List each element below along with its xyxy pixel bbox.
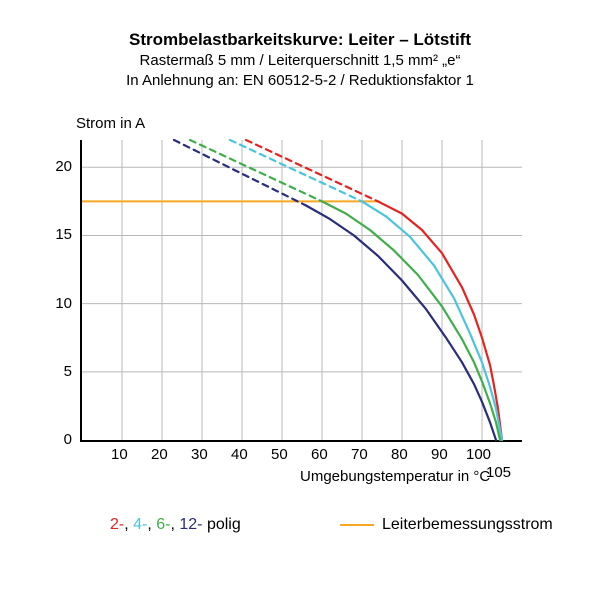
chart-svg [82, 140, 522, 440]
y-tick-label: 20 [55, 158, 72, 175]
x-tick-label: 70 [351, 446, 368, 463]
derating-chart-page: Strombelastbarkeitskurve: Leiter – Lötst… [0, 0, 600, 600]
y-tick-label: 0 [64, 431, 72, 448]
legend-pole-2: 2- [110, 516, 124, 533]
x-tick-label: 100 [466, 446, 491, 463]
legend-poles: 2-, 4-, 6-, 12- polig [110, 516, 241, 534]
x-tick-label: 30 [191, 446, 208, 463]
x-tick-label: 60 [311, 446, 328, 463]
x-tick-label: 10 [111, 446, 128, 463]
x-axis-label: Umgebungstemperatur in °C [300, 468, 490, 485]
legend-rated-label: Leiterbemessungsstrom [382, 516, 553, 534]
legend-pole-4: 4- [133, 516, 147, 533]
x-tick-label: 90 [431, 446, 448, 463]
legend-pole-suffix: polig [203, 516, 241, 533]
chart-plot-area [80, 140, 522, 442]
legend-pole-6: 6- [156, 516, 170, 533]
legend-rated-line-icon [340, 524, 374, 526]
y-tick-label: 10 [55, 295, 72, 312]
y-tick-label: 5 [64, 363, 72, 380]
y-tick-label: 15 [55, 226, 72, 243]
x-tick-label: 20 [151, 446, 168, 463]
x-tick-label-secondary: 105 [486, 464, 511, 481]
legend-rated: Leiterbemessungsstrom [340, 516, 553, 534]
y-axis-label: Strom in A [76, 115, 145, 132]
x-tick-label: 80 [391, 446, 408, 463]
chart-title: Strombelastbarkeitskurve: Leiter – Lötst… [0, 30, 600, 50]
chart-subtitle-2: In Anlehnung an: EN 60512-5-2 / Reduktio… [0, 72, 600, 89]
legend-pole-12: 12- [179, 516, 202, 533]
x-tick-label: 40 [231, 446, 248, 463]
x-tick-label: 50 [271, 446, 288, 463]
chart-subtitle-1: Rastermaß 5 mm / Leiterquerschnitt 1,5 m… [0, 52, 600, 69]
